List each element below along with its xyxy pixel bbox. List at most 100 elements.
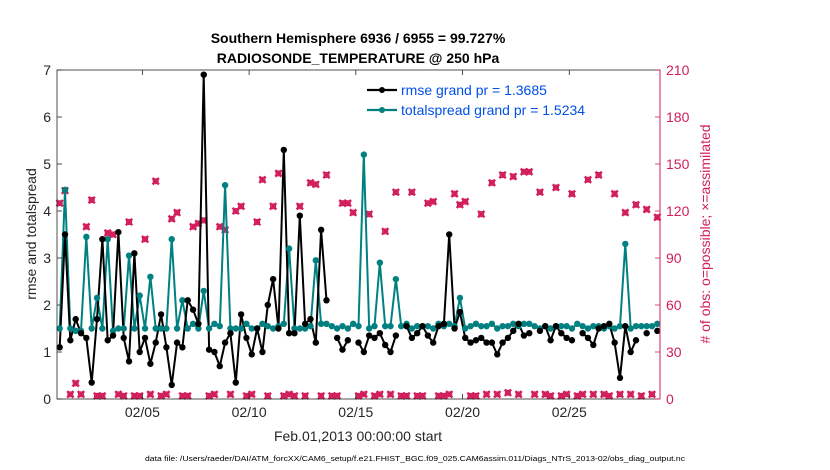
obs-possible-marker: [510, 173, 517, 180]
rmse-point: [104, 337, 111, 344]
obs-possible-marker: [568, 190, 576, 197]
y-tick-label-left: 1: [43, 344, 51, 360]
obs-assimilated-marker: [381, 227, 390, 236]
obs-assimilated-marker: [226, 390, 235, 399]
totalspread-point: [296, 325, 304, 332]
rmse-point: [419, 322, 426, 330]
totalspread-point: [360, 151, 368, 158]
obs-assimilated-marker: [493, 390, 502, 399]
footer-data-file: data file: /Users/raeder/DAI/ATM_forcXX/…: [145, 456, 686, 463]
totalspread-point: [301, 325, 309, 332]
rmse-point: [333, 334, 341, 342]
obs-assimilated-marker: [108, 230, 118, 239]
obs-assimilated-marker: [247, 390, 256, 399]
totalspread-point: [333, 325, 341, 332]
obs-possible-marker: [264, 392, 271, 399]
rmse-point: [622, 322, 629, 330]
obs-possible-marker: [478, 211, 485, 218]
obs-assimilated-marker: [423, 199, 432, 208]
obs-possible-marker: [430, 198, 437, 205]
obs-assimilated-marker: [274, 169, 283, 178]
obs-assimilated-marker: [76, 390, 86, 399]
totalspread-point: [179, 297, 186, 304]
obs-assimilated-marker: [301, 391, 310, 400]
totalspread-point: [83, 233, 90, 241]
obs-assimilated-marker: [429, 197, 438, 206]
obs-assimilated-marker: [615, 390, 625, 399]
obs-possible-marker: [472, 392, 479, 399]
rmse-point: [440, 320, 448, 327]
obs-assimilated-marker: [578, 390, 587, 399]
obs-assimilated-marker: [557, 391, 566, 400]
obs-possible-marker: [451, 190, 458, 197]
obs-assimilated-marker: [295, 202, 304, 211]
rmse-point: [275, 325, 282, 332]
totalspread-point: [627, 325, 634, 332]
totalspread-point: [344, 325, 352, 332]
rmse-point: [494, 351, 501, 358]
obs-assimilated-marker: [242, 391, 251, 400]
rmse-point: [435, 322, 442, 330]
totalspread-point: [392, 275, 400, 283]
rmse-point: [451, 325, 458, 332]
totalspread-point: [456, 294, 464, 302]
rmse-point: [83, 334, 90, 342]
obs-possible-marker: [504, 389, 512, 396]
y-tick-label-right: 0: [666, 391, 674, 407]
rmse-point: [467, 339, 474, 346]
legend-rmse-label: rmse grand pr = 1.3685: [401, 82, 547, 98]
totalspread-point: [387, 322, 394, 330]
totalspread-point: [173, 325, 181, 332]
totalspread-point: [381, 322, 389, 330]
obs-possible-marker: [494, 391, 501, 398]
rmse-point: [168, 381, 175, 389]
rmse-point: [243, 334, 250, 342]
rmse-point: [590, 341, 597, 349]
totalspread-point: [397, 322, 405, 330]
rmse-point: [269, 275, 277, 283]
rmse-point: [264, 301, 271, 309]
obs-assimilated-marker: [103, 228, 112, 237]
rmse-point: [88, 379, 95, 386]
obs-assimilated-marker: [599, 390, 609, 399]
obs-possible-marker: [387, 391, 394, 398]
obs-possible-marker: [536, 189, 544, 196]
rmse-point: [526, 330, 533, 337]
obs-assimilated-marker: [647, 390, 657, 399]
totalspread-point: [349, 320, 357, 327]
rmse-point: [120, 334, 127, 342]
rmse-point: [291, 330, 298, 337]
obs-assimilated-marker: [631, 200, 641, 209]
rmse-point: [520, 332, 528, 339]
rmse-point: [478, 334, 485, 342]
obs-assimilated-marker: [253, 217, 262, 227]
totalspread-point: [558, 322, 565, 330]
totalspread-point: [280, 320, 287, 327]
rmse-point: [430, 339, 437, 346]
rmse-point: [163, 344, 170, 351]
obs-assimilated-marker: [653, 213, 662, 222]
rmse-point: [115, 228, 122, 236]
totalspread-point: [430, 325, 437, 332]
rmse-point: [312, 339, 320, 346]
rmse-point: [563, 334, 570, 342]
y-tick-label-left: 3: [43, 250, 51, 266]
rmse-point: [632, 337, 640, 344]
totalspread-point: [248, 325, 255, 332]
obs-assimilated-marker: [525, 167, 534, 176]
obs-assimilated-marker: [642, 205, 651, 214]
obs-possible-marker: [259, 176, 266, 183]
totalspread-point: [563, 322, 570, 330]
obs-possible-marker: [531, 391, 538, 398]
obs-assimilated-marker: [610, 189, 619, 198]
totalspread-point: [488, 320, 496, 327]
obs-assimilated-marker: [461, 197, 470, 206]
totalspread-point: [131, 325, 138, 332]
totalspread-point: [189, 320, 197, 327]
totalspread-point: [654, 320, 661, 327]
rmse-point: [446, 231, 453, 238]
rmse-point: [301, 320, 309, 327]
obs-possible-marker: [120, 392, 127, 399]
obs-possible-marker: [312, 181, 319, 188]
